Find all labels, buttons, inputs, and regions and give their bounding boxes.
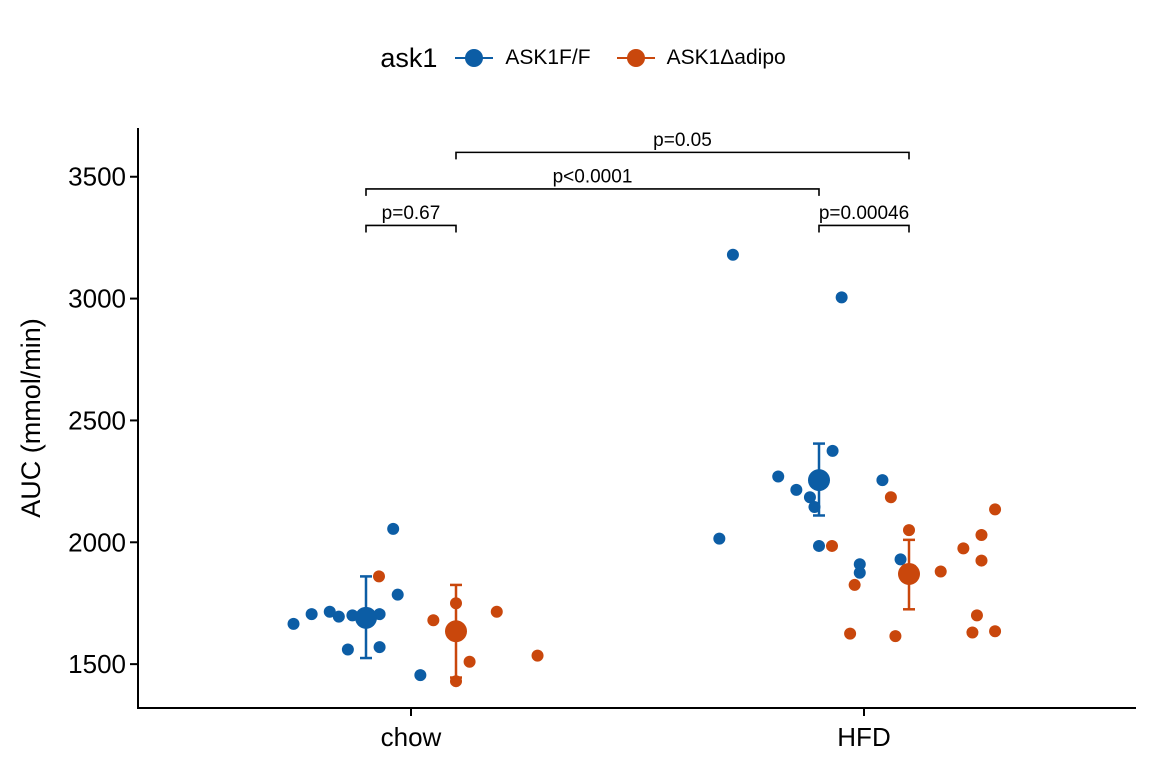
- data-point: [876, 474, 889, 487]
- mean-point: [898, 562, 920, 585]
- data-point: [835, 291, 848, 304]
- x-tick-label: HFD: [837, 722, 890, 752]
- data-point: [884, 491, 897, 504]
- data-point: [463, 655, 476, 668]
- significance-bracket: [455, 151, 910, 160]
- data-point: [332, 610, 345, 623]
- data-point: [427, 614, 440, 627]
- significance-bracket: [818, 224, 910, 233]
- data-point: [813, 539, 825, 552]
- data-point: [323, 605, 336, 618]
- data-point: [970, 609, 983, 622]
- data-point: [825, 539, 838, 552]
- legend-dot-ask1ff: [465, 49, 484, 67]
- data-point: [934, 565, 947, 578]
- significance-bracket: [365, 188, 820, 196]
- data-point: [966, 626, 979, 639]
- data-point: [853, 558, 866, 571]
- data-point: [889, 630, 902, 643]
- legend-key-ask1ff: [455, 46, 494, 70]
- data-point: [975, 554, 988, 567]
- significance-bracket: [365, 224, 457, 233]
- data-point: [287, 617, 300, 630]
- data-point: [844, 627, 857, 640]
- data-point: [853, 566, 866, 579]
- data-point: [391, 588, 404, 601]
- data-point: [387, 522, 400, 535]
- mean-point: [808, 469, 830, 492]
- y-tick-label: 1500: [68, 649, 126, 679]
- legend-item-ask1-delta-adipo: ASK1Δadipo: [616, 46, 786, 70]
- legend: ask1 ASK1F/F ASK1Δadipo: [0, 40, 1152, 76]
- data-point: [790, 483, 803, 496]
- data-point: [531, 649, 544, 662]
- mean-point: [355, 606, 377, 629]
- data-point: [713, 532, 726, 545]
- data-point: [808, 500, 821, 513]
- y-tick-label: 2500: [68, 405, 126, 435]
- data-point: [903, 524, 915, 537]
- data-point: [803, 491, 816, 504]
- legend-dot-ask1-delta-adipo: [626, 49, 645, 67]
- data-point: [341, 643, 354, 656]
- data-point: [989, 625, 1002, 638]
- significance-label: p<0.0001: [553, 166, 633, 187]
- y-tick-label: 3500: [68, 162, 126, 192]
- x-tick-label: chow: [381, 722, 442, 752]
- data-point: [826, 444, 839, 457]
- significance-label: p=0.00046: [819, 203, 909, 224]
- significance-label: p=0.05: [653, 130, 712, 151]
- data-point: [772, 470, 785, 483]
- data-point: [305, 608, 318, 621]
- mean-point: [445, 620, 467, 643]
- y-tick-label: 3000: [68, 284, 126, 314]
- data-point: [372, 570, 385, 583]
- data-point: [975, 528, 988, 541]
- y-tick-label: 2000: [68, 527, 126, 557]
- data-point: [490, 605, 503, 618]
- legend-key-ask1-delta-adipo: [616, 46, 655, 70]
- legend-title: ask1: [380, 42, 438, 73]
- legend-label-ask1ff: ASK1F/F: [505, 46, 591, 69]
- data-point: [373, 641, 386, 654]
- data-point: [989, 503, 1002, 516]
- data-point: [957, 542, 970, 555]
- y-axis-label: AUC (mmol/min): [16, 318, 46, 518]
- data-point: [726, 248, 739, 261]
- data-point: [848, 578, 861, 591]
- significance-label: p=0.67: [382, 203, 441, 224]
- data-point: [894, 553, 907, 566]
- legend-label-ask1-delta-adipo: ASK1Δadipo: [666, 46, 786, 69]
- legend-item-ask1ff: ASK1F/F: [455, 46, 591, 70]
- data-point: [414, 669, 427, 682]
